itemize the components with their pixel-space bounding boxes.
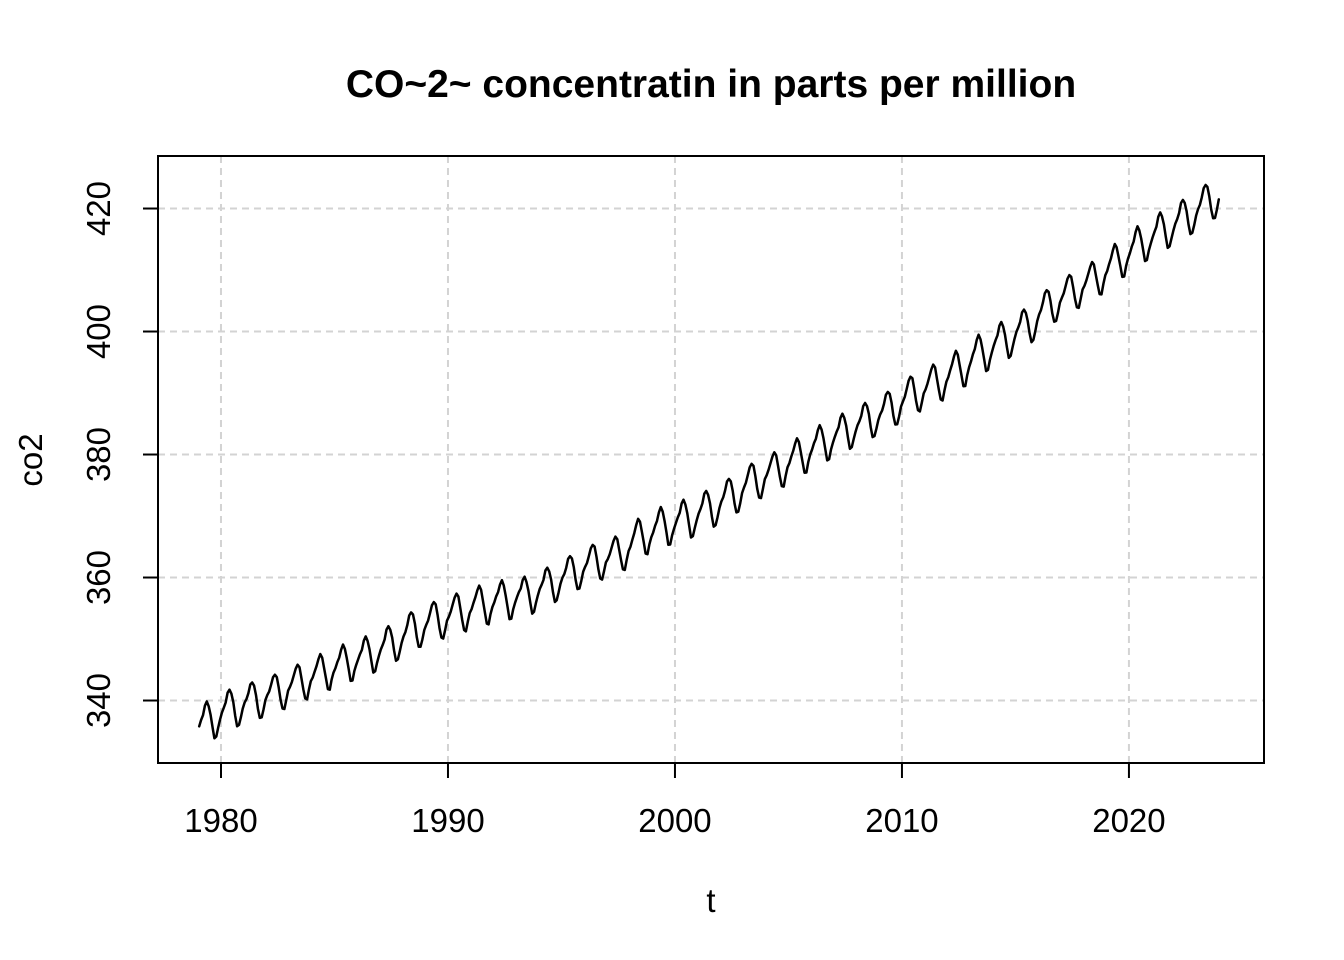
y-tick-label: 400: [80, 304, 117, 359]
y-tick-label: 380: [80, 427, 117, 482]
x-axis-label: t: [706, 882, 715, 919]
y-tick-label: 420: [80, 181, 117, 236]
x-tick-label: 2000: [638, 802, 711, 839]
series-layer: [197, 183, 1221, 740]
grid-layer: [158, 156, 1264, 763]
co2-series-line: [197, 183, 1221, 740]
chart-title: CO~2~ concentratin in parts per million: [346, 63, 1076, 106]
y-tick-label: 340: [80, 673, 117, 728]
x-tick-label: 1990: [411, 802, 484, 839]
axis-layer: 1980 1990 2000 2010 2020 340 360 380 400 420: [80, 181, 1166, 839]
x-tick-label: 2020: [1092, 802, 1165, 839]
x-tick-label: 1980: [184, 802, 257, 839]
plot-box: [157, 155, 1265, 764]
x-tick-label: 2010: [865, 802, 938, 839]
y-tick-label: 360: [80, 550, 117, 605]
y-axis-label: co2: [12, 433, 49, 486]
